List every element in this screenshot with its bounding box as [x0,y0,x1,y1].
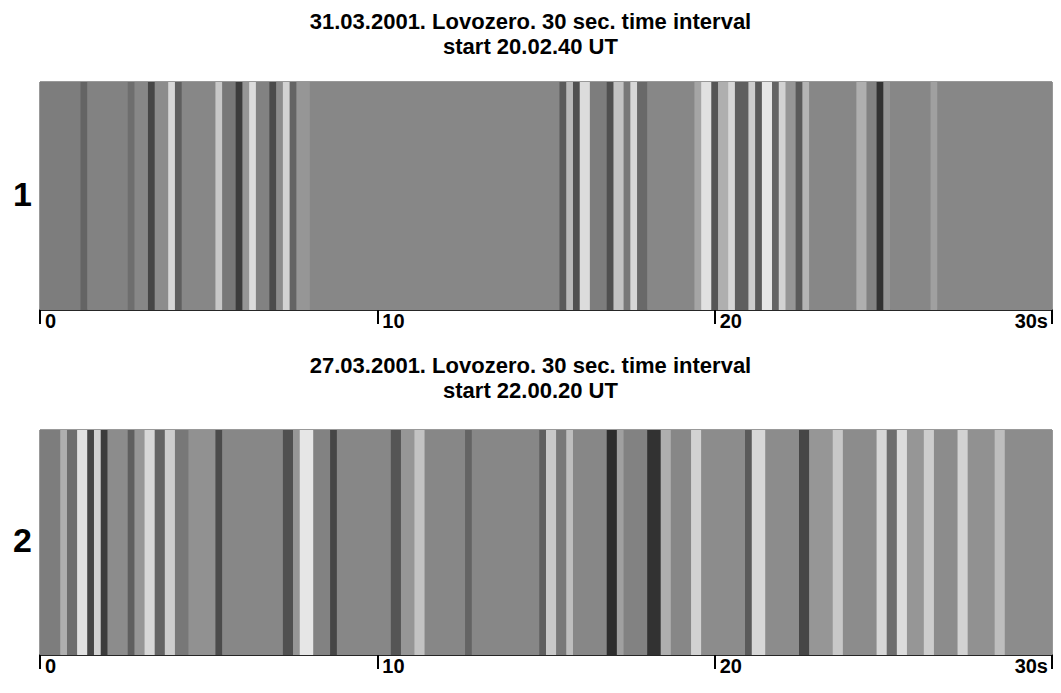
svg-text:0: 0 [45,655,56,677]
svg-text:2: 2 [13,521,32,559]
svg-text:20: 20 [720,310,742,332]
svg-text:10: 10 [382,655,404,677]
svg-text:10: 10 [382,310,404,332]
svg-text:30s: 30s [1015,655,1048,677]
svg-text:27.03.2001. Lovozero. 30 sec.: 27.03.2001. Lovozero. 30 sec. time inter… [310,353,751,378]
svg-text:20: 20 [720,655,742,677]
svg-text:30s: 30s [1015,310,1048,332]
svg-text:start 20.02.40 UT: start 20.02.40 UT [443,34,618,59]
svg-text:31.03.2001. Lovozero. 30 sec.: 31.03.2001. Lovozero. 30 sec. time inter… [310,9,751,34]
svg-text:0: 0 [45,310,56,332]
svg-text:start 22.00.20 UT: start 22.00.20 UT [443,378,618,403]
svg-text:1: 1 [13,175,32,213]
